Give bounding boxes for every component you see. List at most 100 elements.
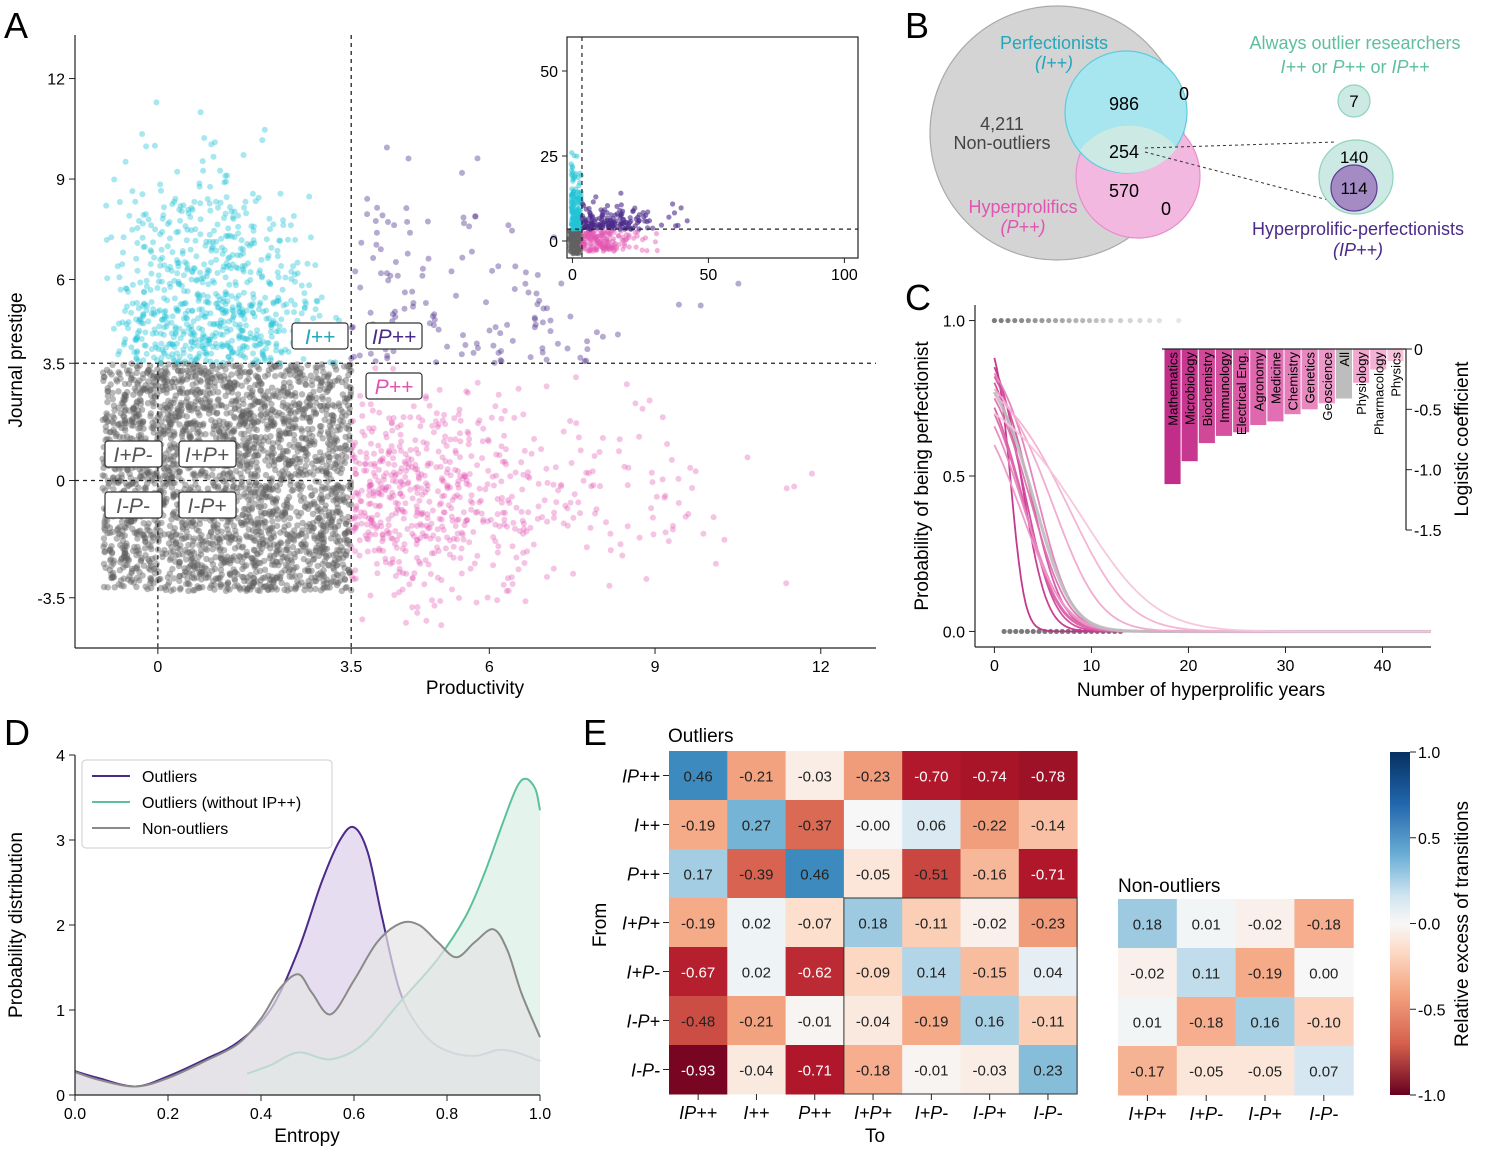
data-point-non-outlier [180,427,187,435]
data-point-non-outlier [305,394,313,402]
data-point-perfectionist [161,204,167,211]
c-x-axis-label: Number of hyperprolific years [1077,680,1325,701]
data-point-non-outlier [231,569,238,576]
data-point-non-outlier [270,579,277,587]
data-point-non-outlier [190,425,197,433]
data-point-non-outlier [145,541,152,548]
data-point-non-outlier [318,532,325,539]
data-point-non-outlier [164,574,171,581]
data-point-non-outlier [268,561,276,568]
data-point-non-outlier [254,452,261,459]
data-point-non-outlier [310,471,317,478]
data-point-non-outlier [215,575,222,583]
coefficient-bar-label: Mathematics [1166,352,1181,426]
data-point-non-outlier [110,569,117,577]
data-point-non-outlier [217,582,225,589]
data-point-perfectionist [280,217,287,224]
always-outlier-count: 7 [1349,92,1358,111]
data-point-non-outlier [104,584,111,591]
data-point-non-outlier [161,472,168,479]
data-point-non-outlier [253,434,260,441]
data-point-non-outlier [286,573,293,580]
inset-point-non-outlier [574,239,580,245]
inset-point-hyperprolific [631,235,637,241]
data-point-non-outlier [339,457,346,465]
data-point-hyperprolific [408,456,415,463]
data-point-non-outlier [188,547,196,555]
data-point-hp [472,213,479,220]
data-point-non-outlier [197,547,205,554]
data-point-non-outlier [252,500,259,508]
data-point-hyperprolific [457,417,464,424]
data-point-non-outlier [264,453,272,460]
data-point-non-outlier [101,518,108,526]
data-point-non-outlier [328,522,335,529]
data-point-non-outlier [279,473,286,481]
data-point-non-outlier [261,393,269,400]
data-point-hp [558,280,565,287]
data-point-non-outlier [245,427,252,434]
data-point-non-outlier [272,574,280,582]
data-point-hyperprolific [439,523,446,530]
data-point-perfectionist [115,351,122,358]
data-point-perfectionist [157,330,164,337]
data-point-perfectionist [153,344,160,351]
data-point-non-outlier [189,574,196,581]
data-point-non-outlier [102,414,109,422]
data-point-perfectionist [214,270,221,276]
data-point-non-outlier [326,423,334,430]
data-point-perfectionist [304,260,311,267]
data-point-non-outlier [110,420,117,427]
data-point-perfectionist [201,261,208,268]
data-point-non-outlier [190,405,198,412]
data-point-non-outlier [287,410,294,417]
inset-x-tick-label: 50 [700,267,718,284]
data-point-non-outlier [150,429,157,436]
data-point-non-outlier [295,378,302,385]
data-point-hyperprolific [400,515,407,522]
data-point-non-outlier [232,568,239,576]
data-point-non-outlier [250,574,257,582]
data-point-hyperprolific [675,475,682,482]
data-point-non-outlier [330,573,338,581]
data-point-perfectionist [253,356,260,363]
data-point-non-outlier [292,584,300,592]
data-point-non-outlier [158,371,165,379]
data-point-non-outlier [280,383,287,391]
data-point-hp [392,308,398,315]
data-point-non-outlier [188,554,195,562]
data-point-non-outlier [268,451,275,458]
data-point-perfectionist [179,250,186,257]
data-point-hyperprolific [412,437,419,444]
data-point-hyperprolific [460,509,467,516]
data-point-non-outlier [134,364,141,372]
data-point-non-outlier [284,496,291,504]
data-point-non-outlier [344,396,351,403]
data-point-non-outlier [200,538,207,545]
data-point-non-outlier [118,399,125,407]
data-point-non-outlier [170,490,177,497]
data-point-non-outlier [279,554,287,561]
data-point-non-outlier [135,547,142,554]
data-point-hyperprolific [442,545,449,552]
data-point-hyperprolific [474,379,481,386]
data-point-non-outlier [117,410,125,417]
data-point-non-outlier [117,577,125,584]
data-point-non-outlier [312,409,320,417]
inset-point-hp [590,199,596,205]
data-point-perfectionist [287,222,294,229]
data-point-hyperprolific [417,423,424,430]
data-point-hyperprolific [370,425,377,432]
data-point-non-outlier [168,420,175,428]
data-point-non-outlier [339,391,347,398]
data-point-non-outlier [268,453,275,460]
data-point-non-outlier [254,587,261,594]
data-point-non-outlier [215,483,222,490]
data-point-non-outlier [139,418,147,425]
data-point-hp [384,352,391,359]
data-point-non-outlier [169,565,176,573]
data-point-non-outlier [244,467,251,475]
data-point-non-outlier [285,568,293,576]
data-point-non-outlier [109,412,117,420]
data-point-non-outlier [223,558,231,566]
